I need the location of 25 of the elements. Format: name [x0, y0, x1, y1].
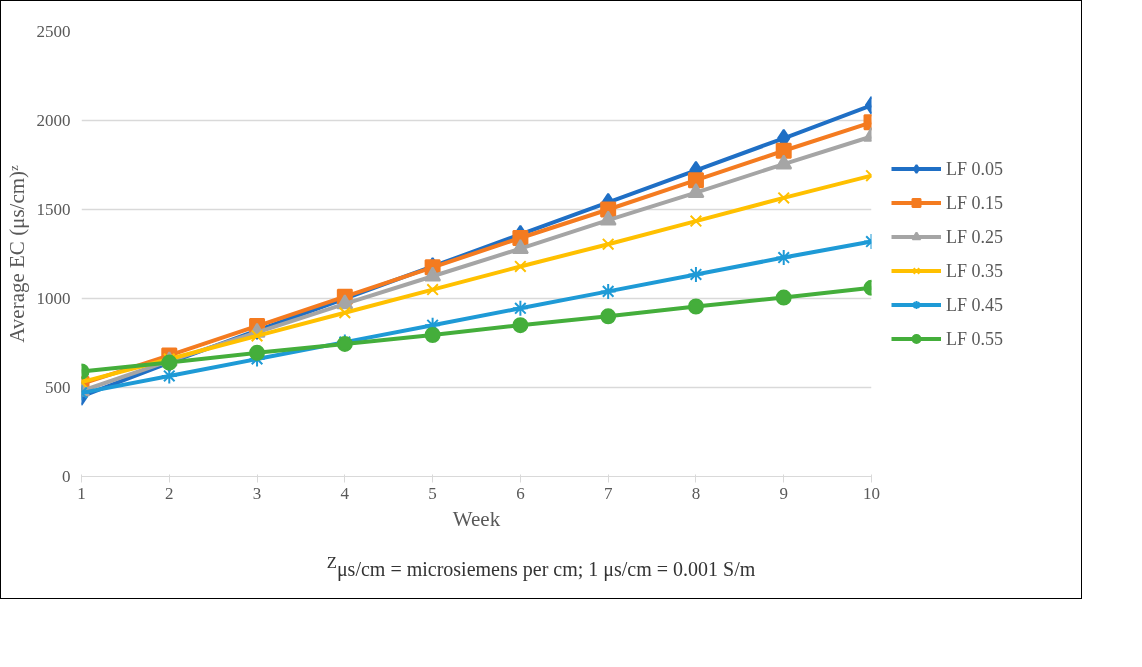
- legend-label: LF 0.45: [946, 294, 1004, 315]
- y-tick-label: 0: [62, 467, 71, 486]
- x-tick-label: 9: [779, 483, 788, 503]
- y-tick-label: 1000: [36, 289, 71, 308]
- legend-label: LF 0.15: [946, 192, 1004, 213]
- legend-label: LF 0.35: [946, 260, 1004, 281]
- y-tick-label: 2500: [36, 22, 71, 41]
- x-tick-label: 3: [252, 483, 262, 503]
- x-tick-label: 4: [340, 483, 350, 503]
- x-tick-label: 8: [691, 483, 701, 503]
- legend-label: LF 0.05: [946, 158, 1004, 179]
- text: $^{Z}$μs/cm = microsiemens per cm; 1 μs/cm = 0.001 S/m: [326, 552, 756, 583]
- x-axis-title: Week: [452, 506, 501, 531]
- x-tick-label: 7: [603, 483, 613, 503]
- x-tick-label: 2: [165, 483, 174, 503]
- y-axis-title: Average EC (μs/cm)ᶻ: [4, 164, 29, 343]
- y-tick-label: 2000: [36, 111, 71, 130]
- y-tick-label: 1500: [36, 200, 71, 219]
- x-tick-label: 6: [516, 483, 525, 503]
- x-tick-label: 1: [77, 483, 86, 503]
- x-tick-label: 5: [428, 483, 437, 503]
- legend-label: LF 0.55: [946, 328, 1004, 349]
- legend-label: LF 0.25: [946, 226, 1004, 247]
- x-tick-label: 10: [863, 483, 880, 503]
- y-tick-label: 500: [45, 378, 71, 397]
